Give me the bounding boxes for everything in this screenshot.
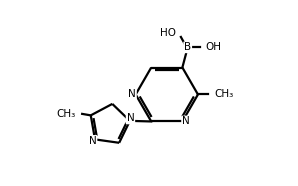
Text: N: N <box>128 89 136 100</box>
Text: B: B <box>184 42 191 52</box>
Text: CH₃: CH₃ <box>57 109 76 119</box>
Text: N: N <box>127 113 134 124</box>
Text: HO: HO <box>160 28 176 38</box>
Text: N: N <box>89 136 97 146</box>
Text: OH: OH <box>205 42 221 52</box>
Text: CH₃: CH₃ <box>215 89 234 100</box>
Text: N: N <box>182 116 190 126</box>
